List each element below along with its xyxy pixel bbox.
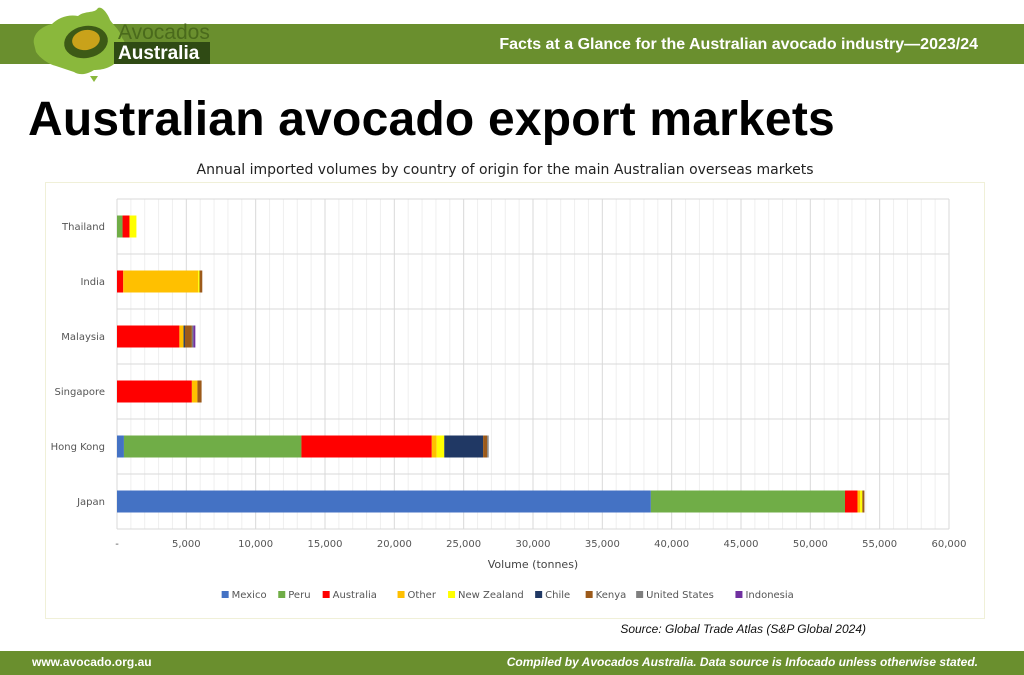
bar-malaysia-united-states: [191, 325, 194, 348]
bar-japan-kenya: [862, 490, 865, 513]
x-tick-label: 60,000: [932, 539, 967, 550]
header-banner-text: Facts at a Glance for the Australian avo…: [499, 36, 978, 53]
bar-hong-kong-peru: [123, 435, 302, 458]
page-title: Australian avocado export markets: [28, 93, 835, 146]
legend-label: Mexico: [232, 590, 267, 601]
legend-swatch: [278, 591, 286, 598]
stacked-bar-chart: Thailand India Malaysia Singapore Hong Kong J…: [51, 198, 967, 601]
legend-swatch: [735, 591, 743, 598]
x-tick-label: 30,000: [516, 539, 551, 550]
bar-singapore-australia: [117, 380, 192, 403]
avocados-australia-logo: [28, 4, 218, 82]
australia-map-logo-icon: [33, 7, 125, 82]
legend-label: Australia: [333, 590, 377, 601]
x-tick-label: 15,000: [308, 539, 343, 550]
logo-text-box: [114, 42, 210, 64]
category-label: Hong Kong: [51, 442, 105, 453]
footer-banner: [0, 651, 1024, 675]
bar-india-other: [123, 270, 199, 293]
x-tick-label: 55,000: [862, 539, 897, 550]
bar-malaysia-indonesia: [193, 325, 196, 348]
bar-hong-kong-mexico: [117, 435, 124, 458]
x-tick-label: 50,000: [793, 539, 828, 550]
category-label: India: [80, 277, 105, 288]
bar-malaysia-kenya: [184, 325, 192, 348]
x-tick-label: 25,000: [446, 539, 481, 550]
bar-thailand-new-zealand: [129, 215, 137, 238]
legend-label: Peru: [288, 590, 310, 601]
legend-swatch: [535, 591, 543, 598]
bar-japan-peru: [650, 490, 845, 513]
category-label: Singapore: [55, 387, 105, 398]
x-tick-label: 35,000: [585, 539, 620, 550]
bar-india-australia: [117, 270, 124, 293]
x-tick-label: 40,000: [654, 539, 689, 550]
legend-label: Other: [408, 590, 437, 601]
bar-malaysia-australia: [117, 325, 180, 348]
bar-thailand-peru: [117, 215, 123, 238]
bar-singapore-other: [191, 380, 198, 403]
category-label: Thailand: [61, 222, 105, 233]
legend-swatch: [322, 591, 330, 598]
legend-label: United States: [646, 590, 714, 601]
legend-label: Indonesia: [745, 590, 793, 601]
legend-label: Chile: [545, 590, 570, 601]
category-label: Malaysia: [61, 332, 105, 343]
bar-india-kenya: [199, 270, 203, 293]
bar-hong-kong-kenya: [483, 435, 488, 458]
bar-hong-kong-other: [431, 435, 437, 458]
chart-frame: Thailand India Malaysia Singapore Hong Kong J…: [45, 182, 985, 619]
legend-swatch: [636, 591, 644, 598]
x-tick-label: 20,000: [377, 539, 412, 550]
footer-website: www.avocado.org.au: [32, 655, 152, 669]
chart-title: Annual imported volumes by country of or…: [196, 162, 814, 178]
logo-text-avocados: Avocados: [118, 21, 210, 44]
x-tick-label: 45,000: [724, 539, 759, 550]
footer-credit: Compiled by Avocados Australia. Data sou…: [506, 655, 978, 669]
bar-india-new-zealand: [198, 270, 200, 293]
x-axis-title: Volume (tonnes): [488, 558, 578, 571]
bar-hong-kong-new-zealand: [436, 435, 445, 458]
source-note: Source: Global Trade Atlas (S&P Global 2…: [620, 622, 866, 636]
bar-japan-new-zealand: [860, 490, 863, 513]
bar-malaysia-other: [179, 325, 184, 348]
legend-label: New Zealand: [458, 590, 524, 601]
bar-singapore-kenya: [197, 380, 202, 403]
legend-swatch: [585, 591, 593, 598]
bar-thailand-australia: [122, 215, 130, 238]
bar-hong-kong-chile: [444, 435, 484, 458]
logo-text-australia: Australia: [118, 43, 200, 64]
legend-swatch: [448, 591, 456, 598]
x-tick-label: 5,000: [172, 539, 201, 550]
x-tick-label: 10,000: [238, 539, 273, 550]
bar-japan-australia: [845, 490, 858, 513]
bar-malaysia-chile: [183, 325, 185, 348]
bar-japan-other: [857, 490, 861, 513]
bar-japan-mexico: [117, 490, 651, 513]
bar-hong-kong-australia: [301, 435, 432, 458]
x-tick-label: -: [115, 539, 119, 550]
legend-label: Kenya: [596, 590, 627, 601]
legend-swatch: [221, 591, 229, 598]
bar-hong-kong-united-states: [487, 435, 489, 458]
legend-swatch: [397, 591, 405, 598]
category-label: Japan: [76, 497, 105, 508]
